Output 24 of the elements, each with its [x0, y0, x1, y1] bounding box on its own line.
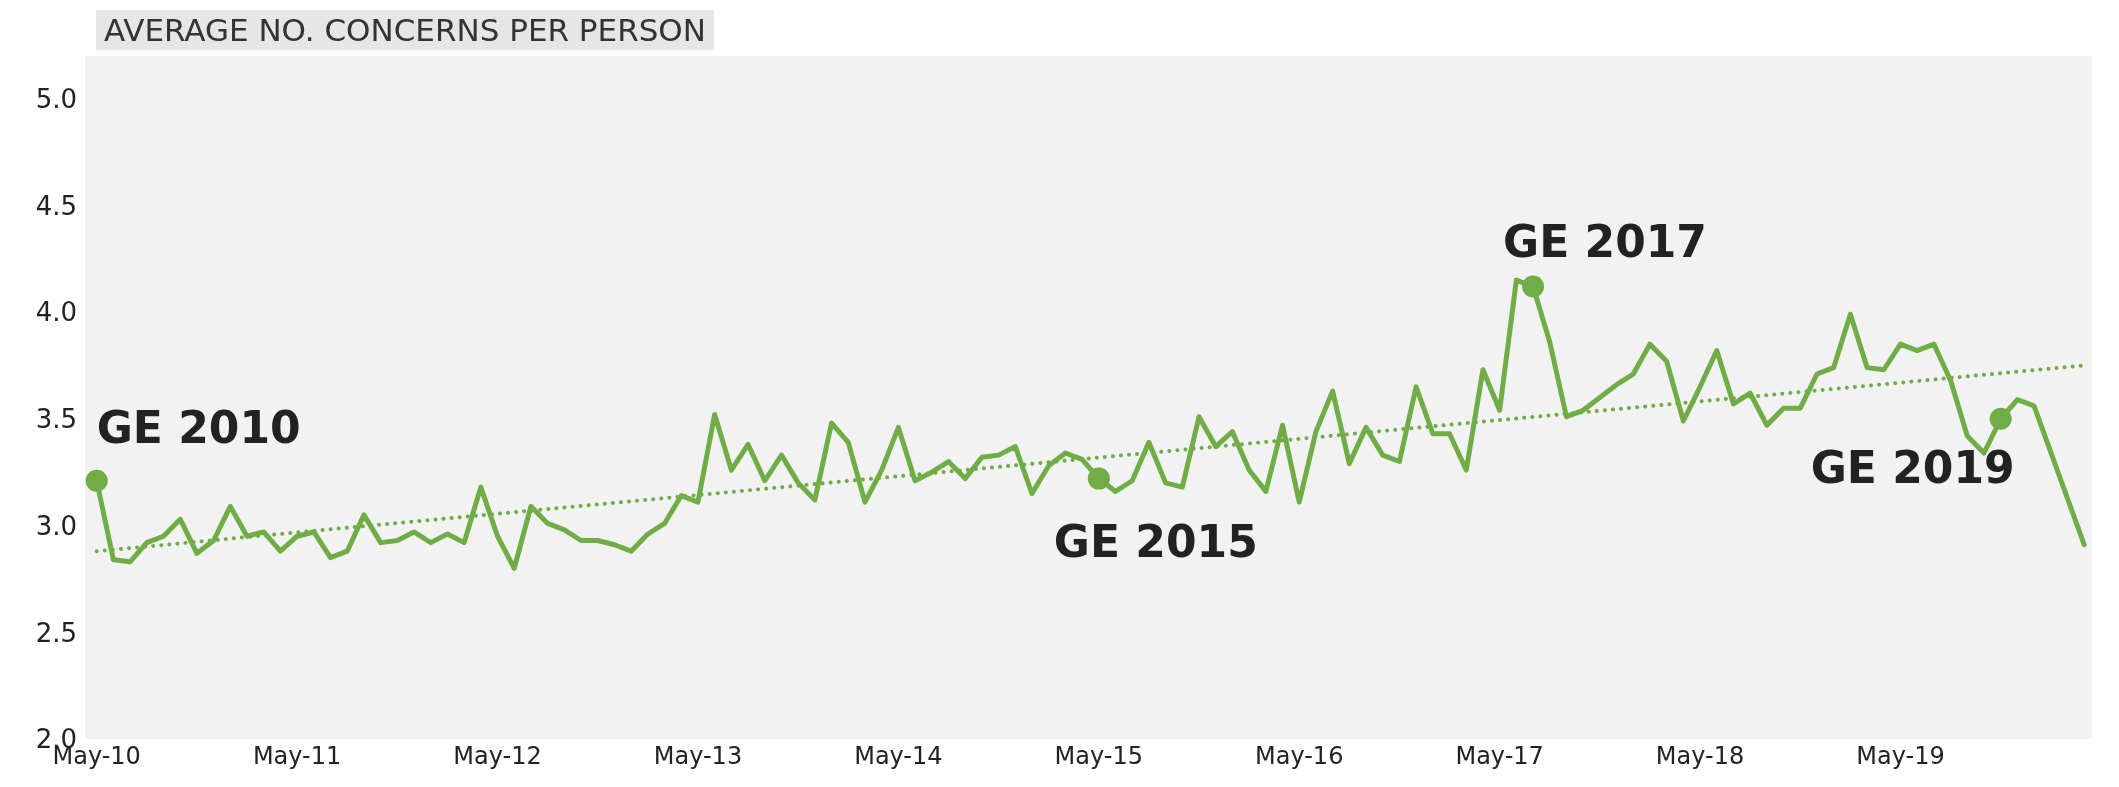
annotation: GE 2010: [96, 401, 301, 453]
point: [1989, 407, 2012, 430]
y-tick-label: 4.0: [35, 297, 77, 328]
x-tick-label: May-14: [854, 742, 943, 771]
x-tick-label: May-17: [1455, 742, 1544, 771]
point: [1522, 275, 1545, 298]
x-tick-label: May-15: [1054, 742, 1143, 771]
x-tick-label: May-18: [1655, 742, 1745, 771]
y-tick-label: 2.5: [35, 617, 77, 648]
annotation: GE 2019: [1810, 441, 2015, 493]
x-tick-label: May-13: [653, 742, 743, 771]
chart-title: AVERAGE NO. CONCERNS PER PERSON: [96, 10, 714, 50]
y-tick-label: 4.5: [35, 190, 77, 221]
y-tick-label: 3.0: [35, 510, 77, 541]
x-tick-label: May-16: [1255, 742, 1344, 771]
point: [85, 469, 108, 492]
y-tick-label: 3.5: [35, 404, 77, 435]
x-tick-label: May-19: [1856, 742, 1945, 771]
x-tick-label: May-12: [453, 742, 542, 771]
point: [1087, 467, 1110, 490]
y-tick-label: 5.0: [35, 83, 77, 114]
annotation: GE 2015: [1053, 515, 1258, 567]
x-tick-label: May-11: [252, 742, 342, 771]
annotation: GE 2017: [1503, 215, 1707, 267]
